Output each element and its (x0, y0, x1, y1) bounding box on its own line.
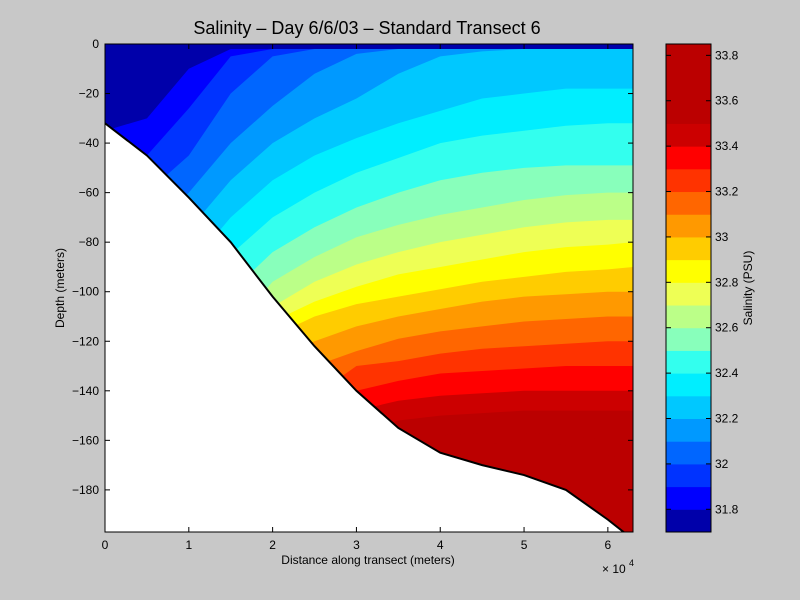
colorbar-segment (666, 100, 711, 124)
colorbar-frame (665, 43, 712, 533)
y-tick-label: 0 (92, 37, 99, 51)
y-tick-label: −120 (72, 334, 99, 348)
colorbar-segment (666, 395, 711, 420)
y-axis-label: Depth (meters) (53, 248, 67, 328)
colorbar-tick-label: 32.6 (715, 321, 739, 335)
x-exponent-power: 4 (629, 558, 634, 568)
x-tick-label: 0 (102, 538, 109, 552)
colorbar: 31.8 32 32.2 32.4 32.6 32.8 33 33.2 33.4 33.6 33.8… (665, 43, 755, 533)
y-tick-label: −140 (72, 384, 99, 398)
x-axis-ticks: 0 1 2 3 4 5 6 (102, 44, 612, 552)
y-tick-label: −60 (79, 186, 100, 200)
colorbar-tick-label: 33.8 (715, 48, 739, 62)
colorbar-tick-label: 32.4 (715, 366, 739, 380)
x-tick-label: 3 (353, 538, 360, 552)
colorbar-segment (666, 373, 711, 397)
colorbar-segment (666, 327, 711, 351)
y-tick-label: −40 (79, 136, 100, 150)
colorbar-segment (666, 168, 711, 193)
y-tick-label: −180 (72, 483, 99, 497)
plot-frame (104, 43, 634, 533)
colorbar-tick-label: 32.2 (715, 412, 739, 426)
y-tick-label: −160 (72, 433, 99, 447)
x-tick-label: 4 (437, 538, 444, 552)
colorbar-segment (666, 463, 711, 488)
x-tick-label: 6 (605, 538, 612, 552)
colorbar-segment (666, 78, 711, 102)
y-tick-label: −20 (79, 87, 100, 101)
colorbar-segment (666, 259, 711, 283)
x-tick-label: 5 (521, 538, 528, 552)
x-axis-exponent: × 10 4 (602, 558, 634, 576)
seafloor-region (105, 123, 624, 532)
colorbar-segment (666, 282, 711, 306)
colorbar-segment (666, 146, 711, 170)
x-exponent-base: × 10 (602, 562, 626, 576)
colorbar-segments (666, 44, 711, 532)
x-tick-label: 1 (185, 538, 192, 552)
colorbar-segment (666, 214, 711, 238)
colorbar-segment (666, 191, 711, 215)
colorbar-segment (666, 486, 711, 510)
colorbar-ticks: 31.8 32 32.2 32.4 32.6 32.8 33 33.2 33.4 33.6 33.8 (666, 48, 739, 516)
colorbar-tick-label: 32.8 (715, 275, 739, 289)
colorbar-segment (666, 418, 711, 442)
colorbar-segment (666, 509, 711, 532)
seafloor-line (105, 122, 626, 532)
colorbar-tick-label: 33 (715, 230, 729, 244)
x-tick-label: 2 (269, 538, 276, 552)
chart-title: Salinity – Day 6/6/03 – Standard Transec… (193, 18, 540, 38)
colorbar-tick-label: 33.2 (715, 185, 739, 199)
colorbar-tick-label: 33.6 (715, 94, 739, 108)
colorbar-segment (666, 441, 711, 465)
colorbar-segment (666, 236, 711, 261)
plot-area: 0 1 2 3 4 5 6 0 −20 −40 −60 −80 −100 −120 −140 −160 −18… (72, 37, 634, 552)
colorbar-segment (666, 305, 711, 329)
y-tick-label: −80 (79, 235, 100, 249)
y-tick-label: −100 (72, 285, 99, 299)
colorbar-tick-label: 33.4 (715, 139, 739, 153)
y-axis-ticks: 0 −20 −40 −60 −80 −100 −120 −140 −160 −180 (72, 37, 633, 497)
colorbar-segment (666, 123, 711, 147)
colorbar-segment (666, 44, 711, 79)
colorbar-tick-label: 32 (715, 457, 729, 471)
x-axis-label: Distance along transect (meters) (281, 553, 454, 567)
colorbar-label: Salinity (PSU) (741, 251, 755, 326)
colorbar-tick-label: 31.8 (715, 502, 739, 516)
colorbar-segment (666, 350, 711, 374)
